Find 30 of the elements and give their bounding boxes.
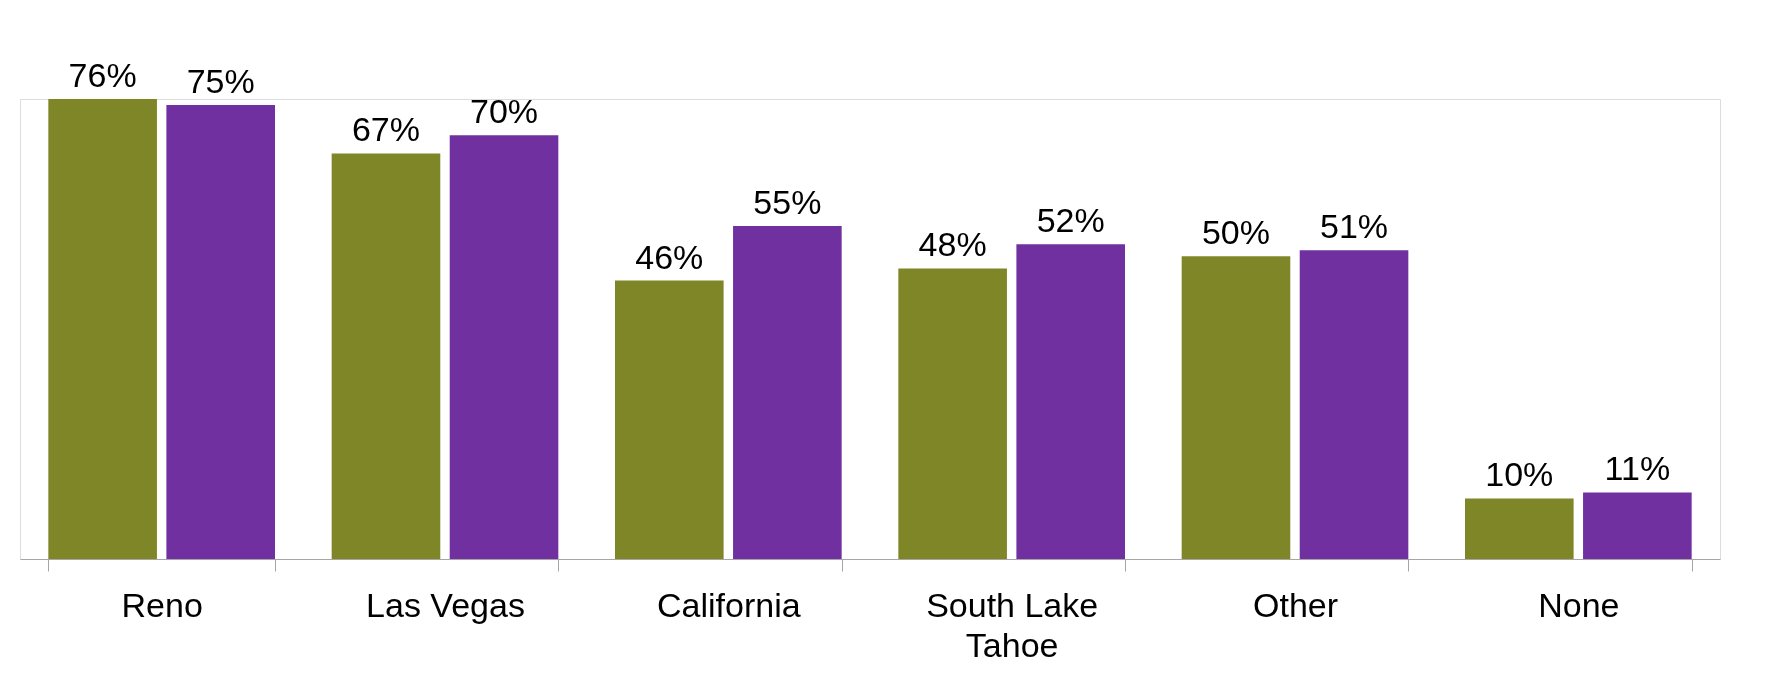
bar bbox=[48, 99, 157, 559]
data-label: 76% bbox=[68, 56, 137, 94]
bar bbox=[166, 105, 275, 559]
bar bbox=[898, 268, 1007, 559]
x-tick-label: Las Vegas bbox=[366, 585, 525, 624]
bar bbox=[615, 280, 724, 559]
data-label: 52% bbox=[1036, 201, 1105, 240]
data-label: 46% bbox=[635, 237, 704, 276]
x-tick-label: Reno bbox=[121, 585, 203, 624]
data-label: 11% bbox=[1604, 449, 1671, 488]
data-label: 48% bbox=[918, 225, 987, 264]
bar bbox=[733, 226, 842, 559]
bar bbox=[1465, 498, 1574, 559]
bar bbox=[1016, 244, 1125, 559]
data-label: 55% bbox=[753, 183, 822, 222]
x-tick-label: None bbox=[1538, 585, 1620, 624]
data-label: 70% bbox=[470, 92, 539, 131]
bar bbox=[449, 135, 559, 559]
bar bbox=[1583, 492, 1692, 559]
bar bbox=[1299, 250, 1409, 559]
data-label: 10% bbox=[1485, 455, 1554, 494]
x-tick-label: South Lake Tahoe bbox=[926, 585, 1099, 664]
bar bbox=[331, 153, 441, 559]
data-label: 50% bbox=[1201, 213, 1270, 252]
x-tick-label: California bbox=[657, 585, 801, 624]
data-label: 51% bbox=[1320, 207, 1389, 246]
data-label: 75% bbox=[186, 62, 255, 101]
data-label: 67% bbox=[351, 110, 420, 149]
bar bbox=[1181, 256, 1291, 559]
x-tick-label: Other bbox=[1252, 585, 1339, 624]
